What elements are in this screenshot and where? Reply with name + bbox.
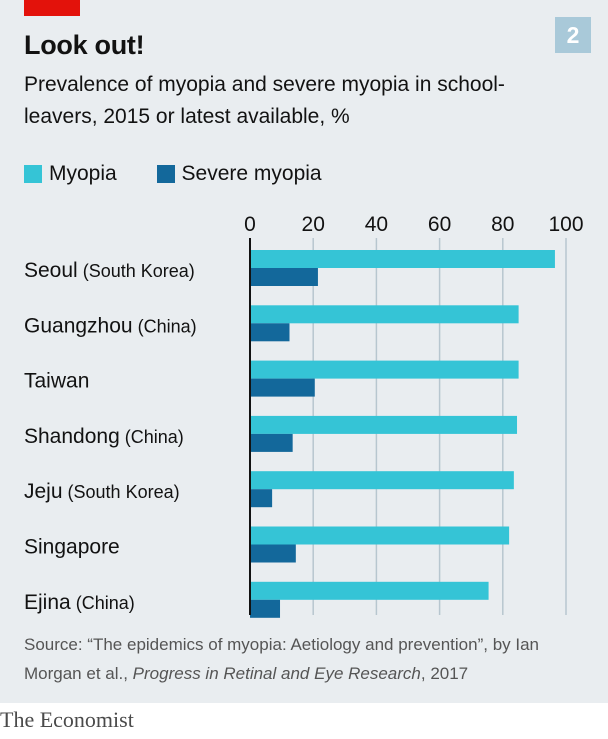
brand-wordmark: The Economist bbox=[0, 707, 134, 732]
category-label-2: Taiwan bbox=[24, 370, 89, 393]
category-qualifier: (South Korea) bbox=[78, 261, 195, 281]
category-label-6: Ejina (China) bbox=[24, 591, 135, 614]
x-tick-label-60: 60 bbox=[428, 213, 451, 236]
bar-myopia-2 bbox=[250, 360, 519, 379]
x-tick-label-40: 40 bbox=[365, 213, 388, 236]
source-prefix: Source: “The epidemics of myopia: Aetiol… bbox=[24, 635, 540, 683]
category-name: Seoul bbox=[24, 259, 78, 282]
legend-item-myopia: Myopia bbox=[24, 162, 117, 186]
chart-number-badge: 2 bbox=[555, 17, 591, 53]
bar-myopia-5 bbox=[250, 526, 510, 545]
bar-severe-myopia-5 bbox=[250, 544, 296, 563]
legend-item-severe: Severe myopia bbox=[156, 162, 322, 186]
legend-label-severe-myopia: Severe myopia bbox=[181, 162, 322, 185]
brand-red-tag bbox=[24, 0, 80, 16]
source-suffix: , 2017 bbox=[420, 664, 469, 683]
bar-myopia-4 bbox=[250, 471, 514, 490]
bar-severe-myopia-1 bbox=[250, 323, 290, 342]
category-label-3: Shandong (China) bbox=[24, 425, 184, 448]
bar-severe-myopia-6 bbox=[250, 599, 281, 618]
x-tick-label-100: 100 bbox=[548, 213, 583, 236]
category-name: Ejina bbox=[24, 591, 71, 614]
category-qualifier: (China) bbox=[120, 427, 184, 447]
category-qualifier: (South Korea) bbox=[63, 482, 180, 502]
category-name: Singapore bbox=[24, 536, 120, 559]
bar-severe-myopia-2 bbox=[250, 378, 315, 397]
category-label-1: Guangzhou (China) bbox=[24, 314, 197, 337]
category-qualifier: (China) bbox=[133, 316, 197, 336]
chart-subtitle: Prevalence of myopia and severe myopia i… bbox=[24, 73, 505, 128]
category-name: Shandong bbox=[24, 425, 120, 448]
category-label-0: Seoul (South Korea) bbox=[24, 259, 195, 282]
bar-myopia-0 bbox=[250, 250, 555, 268]
category-name: Guangzhou bbox=[24, 314, 133, 337]
source-note: Source: “The epidemics of myopia: Aetiol… bbox=[24, 630, 594, 688]
x-tick-label-20: 20 bbox=[302, 213, 325, 236]
x-tick-label-0: 0 bbox=[244, 213, 256, 236]
legend-label-myopia: Myopia bbox=[49, 162, 117, 185]
legend-swatch-severe-myopia bbox=[156, 165, 175, 183]
chart-title: Look out! bbox=[24, 30, 145, 60]
bar-myopia-6 bbox=[250, 581, 489, 600]
legend-swatch-myopia bbox=[24, 165, 42, 183]
category-name: Taiwan bbox=[24, 370, 89, 393]
bar-severe-myopia-3 bbox=[250, 433, 293, 452]
bar-severe-myopia-4 bbox=[250, 489, 273, 508]
category-qualifier: (China) bbox=[71, 593, 135, 613]
source-journal: Progress in Retinal and Eye Research bbox=[132, 664, 421, 683]
category-name: Jeju bbox=[24, 480, 63, 503]
bar-chart: 0 20 40 60 80 100 Seoul (South Korea) Guangzhou… bbox=[24, 213, 584, 618]
bar-myopia-1 bbox=[250, 305, 519, 324]
category-label-5: Singapore bbox=[24, 536, 120, 559]
bar-severe-myopia-0 bbox=[250, 268, 318, 286]
x-tick-label-80: 80 bbox=[491, 213, 514, 236]
category-label-4: Jeju (South Korea) bbox=[24, 480, 180, 503]
bar-myopia-3 bbox=[250, 415, 518, 434]
legend: Myopia Severe myopia bbox=[24, 162, 356, 189]
